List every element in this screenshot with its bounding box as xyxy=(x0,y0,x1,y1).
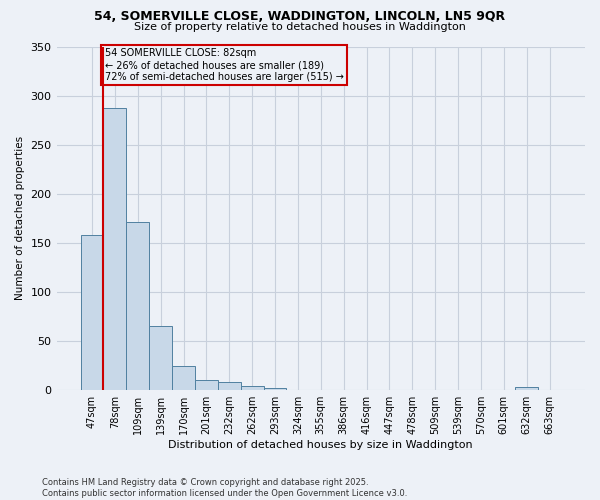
Bar xyxy=(218,382,241,390)
Text: 54 SOMERVILLE CLOSE: 82sqm
← 26% of detached houses are smaller (189)
72% of sem: 54 SOMERVILLE CLOSE: 82sqm ← 26% of deta… xyxy=(104,48,343,82)
Bar xyxy=(172,366,195,390)
Bar xyxy=(103,108,127,390)
Text: Contains HM Land Registry data © Crown copyright and database right 2025.
Contai: Contains HM Land Registry data © Crown c… xyxy=(42,478,407,498)
Bar xyxy=(149,326,172,390)
Bar xyxy=(127,222,149,390)
X-axis label: Distribution of detached houses by size in Waddington: Distribution of detached houses by size … xyxy=(169,440,473,450)
Bar xyxy=(515,388,538,390)
Bar xyxy=(80,235,103,390)
Text: 54, SOMERVILLE CLOSE, WADDINGTON, LINCOLN, LN5 9QR: 54, SOMERVILLE CLOSE, WADDINGTON, LINCOL… xyxy=(94,10,506,23)
Text: Size of property relative to detached houses in Waddington: Size of property relative to detached ho… xyxy=(134,22,466,32)
Y-axis label: Number of detached properties: Number of detached properties xyxy=(15,136,25,300)
Bar xyxy=(195,380,218,390)
Bar xyxy=(241,386,263,390)
Bar xyxy=(263,388,286,390)
